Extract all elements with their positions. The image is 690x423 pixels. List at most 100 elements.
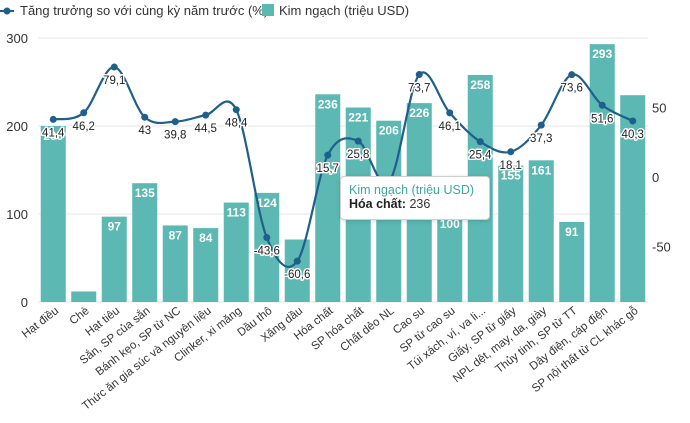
growth-line: [53, 65, 634, 268]
legend-item-value[interactable]: Kim ngạch (triệu USD): [262, 3, 409, 18]
line-point[interactable]: [537, 121, 545, 129]
line-value-label: 25,8: [347, 149, 369, 161]
bar-value-label: 135: [135, 186, 155, 200]
line-value-label: -60,6: [284, 269, 310, 281]
line-value-label: 40,3: [622, 129, 644, 141]
bar[interactable]: [620, 95, 646, 302]
legend-label-value: Kim ngạch (triệu USD): [279, 3, 409, 18]
bar[interactable]: [40, 126, 66, 302]
category-label: Chè: [68, 305, 92, 327]
bar-value-label: 155: [501, 169, 521, 183]
line-point[interactable]: [232, 106, 240, 114]
tooltip-title: Kim ngạch (triệu USD): [349, 183, 475, 197]
line-point[interactable]: [202, 111, 210, 119]
bar[interactable]: [162, 225, 188, 302]
bar-value-label: 221: [348, 111, 368, 125]
line-point[interactable]: [415, 71, 423, 79]
axes: 0 100 200 300 -50 0 50: [6, 31, 671, 310]
line-series: 41,4 46,2 79,1 43 39,8 44,5 48,4 -43,6 -60,6 15,7…: [41, 63, 645, 283]
line-point[interactable]: [293, 257, 301, 265]
line-value-label: 44,5: [195, 123, 217, 135]
bar-value-label: 87: [169, 228, 183, 242]
line-point[interactable]: [324, 151, 332, 159]
bar-value-label: 226: [409, 106, 429, 120]
line-value-label: 79,1: [103, 75, 125, 87]
y-left-tick-label: 200: [6, 119, 28, 134]
line-point[interactable]: [263, 234, 271, 242]
bar-value-label: 97: [108, 220, 122, 234]
line-value-label: 37,3: [530, 133, 552, 145]
legend-item-growth[interactable]: Tăng trưởng so với cùng kỳ năm trước (%): [0, 3, 268, 18]
bar-value-label: 258: [470, 78, 490, 92]
bar[interactable]: [223, 202, 249, 302]
line-value-label: 46,2: [73, 121, 95, 133]
line-point[interactable]: [476, 138, 484, 146]
category-label: Hạt điều: [20, 305, 61, 341]
bar-value-label: 161: [531, 163, 551, 177]
line-point[interactable]: [80, 109, 88, 117]
tooltip-value: 236: [409, 197, 431, 211]
bar-value-label: 124: [257, 196, 277, 210]
bar[interactable]: [71, 291, 97, 302]
legend-bar-swatch: [262, 4, 274, 16]
y-right-tick-label: 0: [652, 170, 659, 185]
bar[interactable]: [498, 165, 524, 302]
line-point[interactable]: [171, 118, 179, 126]
bar-value-label: 84: [199, 231, 213, 245]
legend-dot-swatch: [3, 7, 11, 15]
y-left-tick-label: 300: [6, 31, 28, 46]
line-point[interactable]: [598, 101, 606, 109]
line-point[interactable]: [446, 109, 454, 117]
line-value-label: 73,7: [408, 83, 430, 95]
line-value-label: 51,6: [591, 113, 613, 125]
bar-value-label: 200: [43, 129, 63, 143]
bar-value-label: 91: [565, 225, 579, 239]
bar[interactable]: [559, 221, 585, 302]
y-left-tick-label: 0: [21, 295, 28, 310]
line-value-label: 25,4: [469, 150, 492, 162]
bar[interactable]: [589, 44, 615, 302]
line-value-label: -43,6: [254, 246, 280, 258]
bar[interactable]: [284, 239, 310, 302]
line-point[interactable]: [507, 148, 515, 156]
y-right-tick-label: 50: [652, 100, 666, 115]
legend: Tăng trưởng so với cùng kỳ năm trước (%)…: [0, 3, 409, 18]
gridlines: [38, 37, 648, 303]
line-point[interactable]: [49, 115, 57, 123]
tooltip-row: Hóa chất: 236: [349, 197, 481, 211]
legend-label-growth: Tăng trưởng so với cùng kỳ năm trước (%): [20, 3, 268, 18]
tooltip: Kim ngạch (triệu USD) Hóa chất: 236: [340, 176, 490, 220]
line-value-label: 15,7: [317, 163, 339, 175]
line-point[interactable]: [568, 71, 576, 79]
bar[interactable]: [315, 94, 341, 302]
line-point[interactable]: [110, 63, 118, 71]
bar[interactable]: [437, 214, 463, 302]
line-value-label: 43: [138, 125, 151, 137]
line-value-label: 39,8: [164, 130, 186, 142]
category-label: Chất dẻo NL: [338, 305, 397, 355]
tooltip-label: Hóa chất:: [349, 197, 406, 211]
bar[interactable]: [193, 228, 219, 302]
line-point[interactable]: [141, 113, 149, 121]
bar[interactable]: [528, 160, 554, 302]
bar-value-label: 206: [379, 124, 399, 138]
line-point[interactable]: [629, 117, 637, 125]
y-right-tick-label: -50: [652, 239, 671, 254]
bar[interactable]: [101, 216, 127, 302]
line-value-label: 48,4: [225, 118, 248, 130]
bar-value-label: 113: [227, 206, 247, 220]
line-value-label: 46,1: [439, 121, 461, 133]
bar-value-label: 293: [592, 47, 612, 61]
line-value-label: 73,6: [561, 83, 583, 95]
line-value-label: 18,1: [500, 160, 522, 172]
bar-value-label: 236: [318, 97, 338, 111]
line-point[interactable]: [354, 137, 362, 145]
bar[interactable]: [254, 192, 280, 302]
line-value-label: 41,4: [42, 127, 65, 139]
bar-value-label: 100: [440, 217, 460, 231]
bar[interactable]: [132, 183, 158, 302]
